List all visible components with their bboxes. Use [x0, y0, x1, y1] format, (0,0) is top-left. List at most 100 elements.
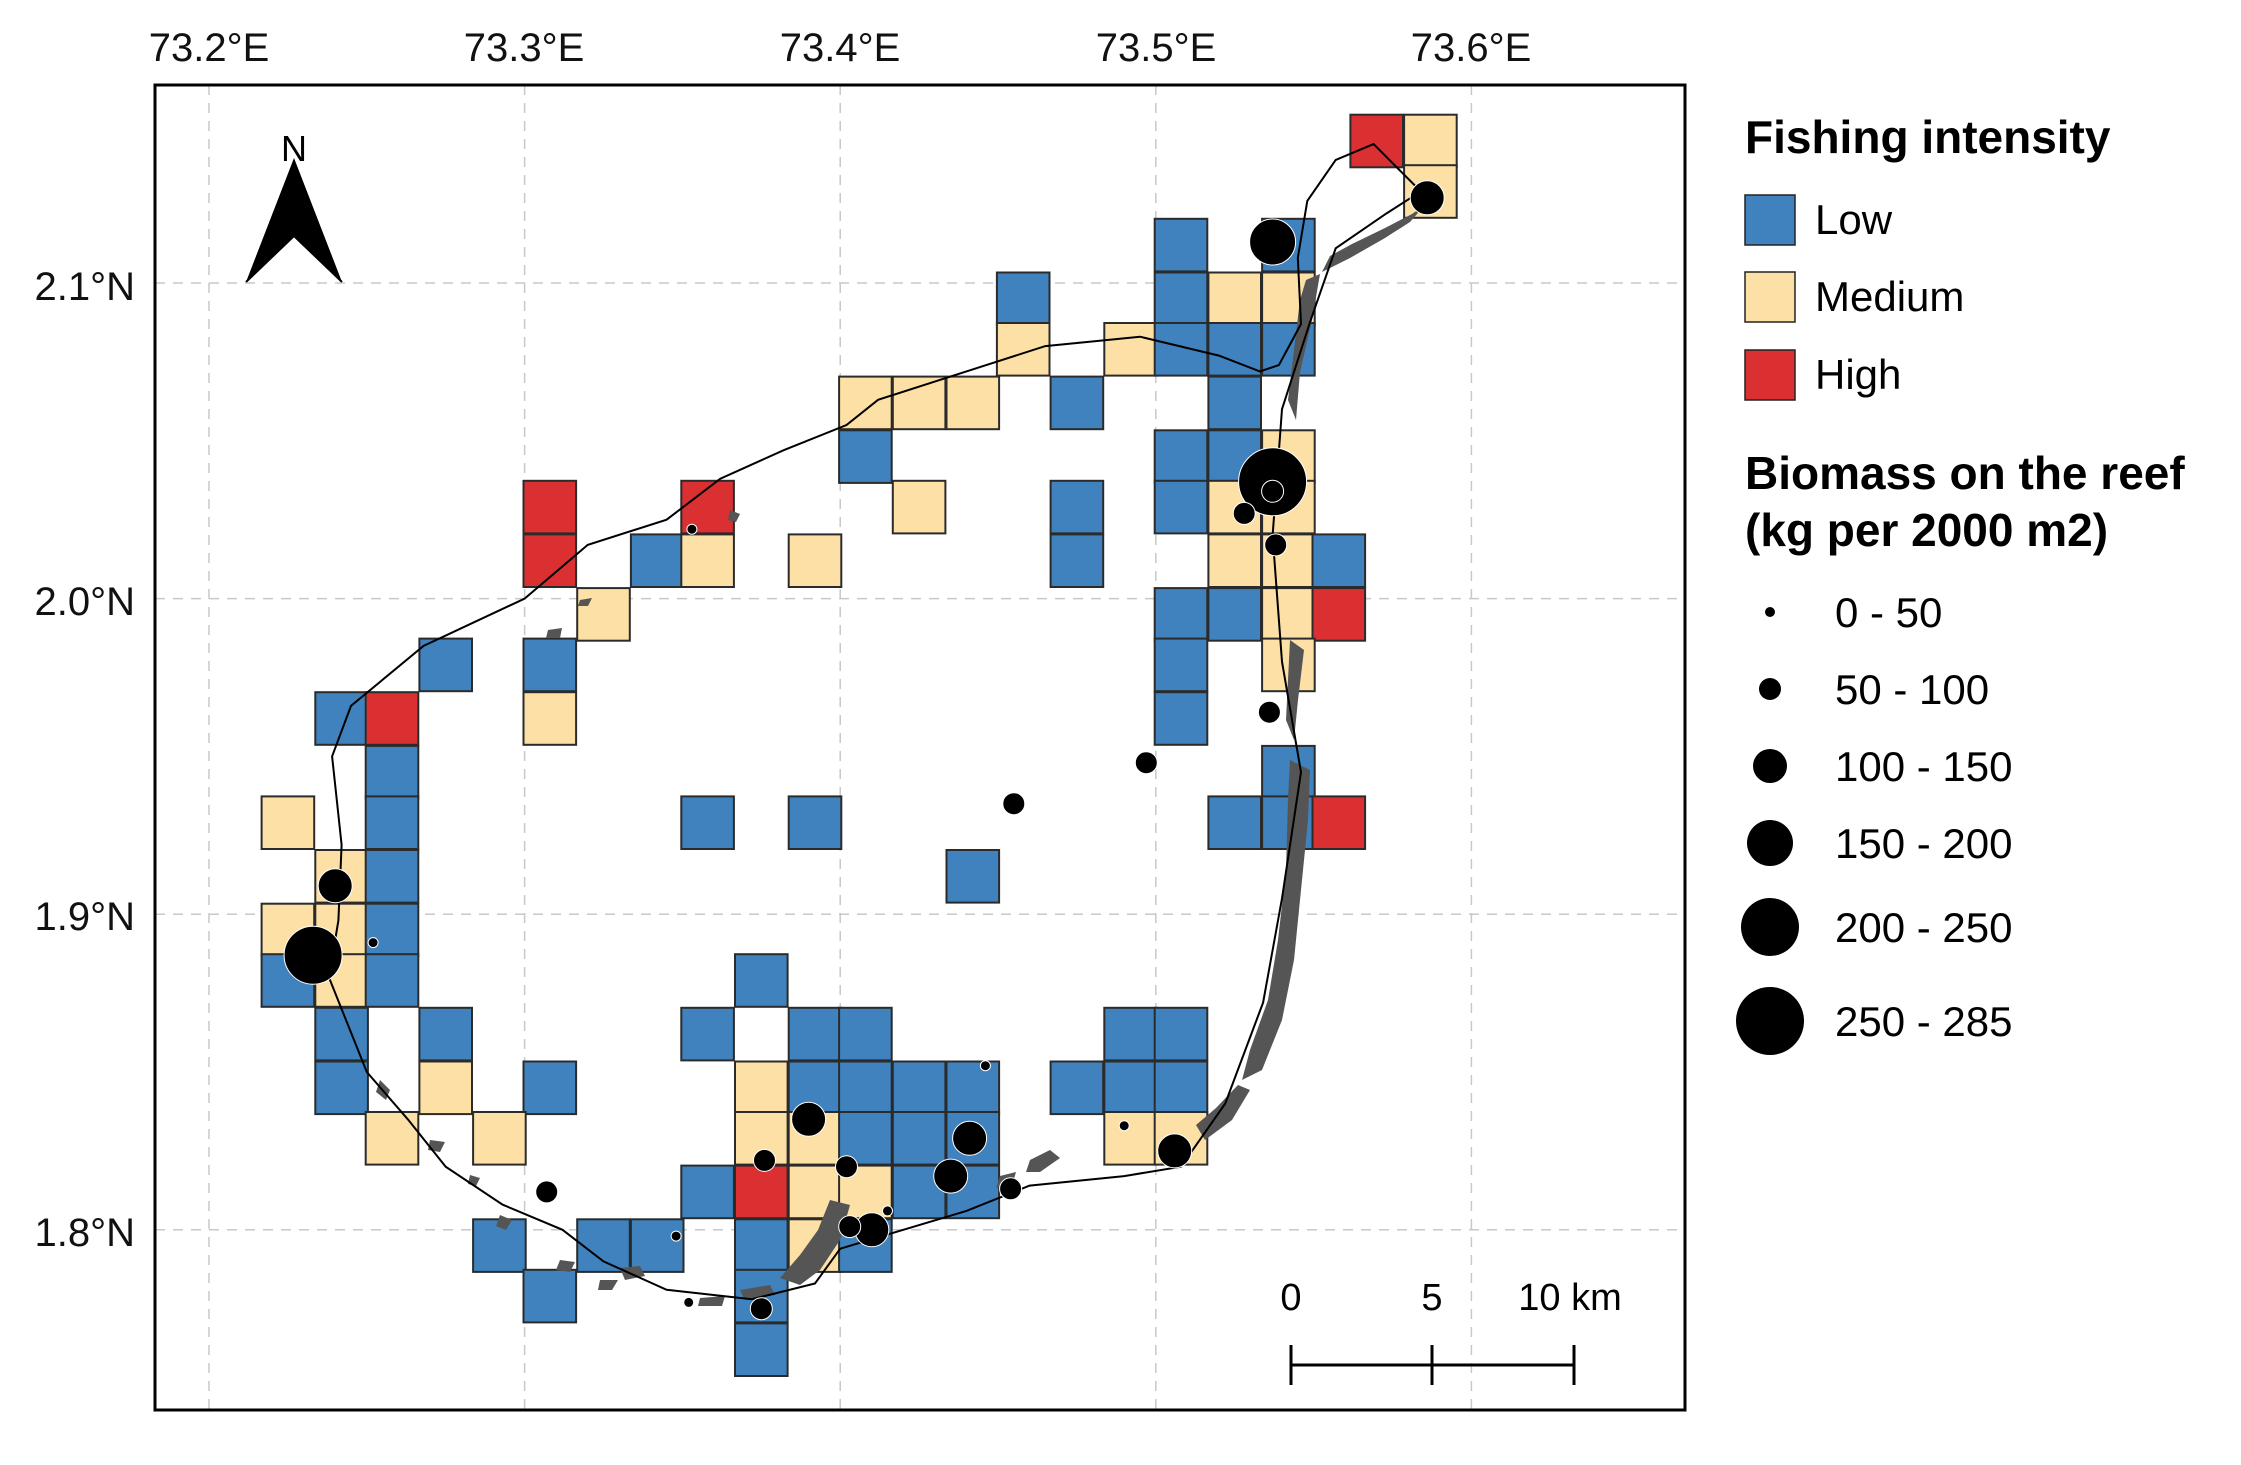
grid-cell-low: [1153, 691, 1209, 746]
grid-cell-medium: [891, 479, 947, 535]
grid-cell-medium: [734, 1060, 789, 1116]
x-tick-label: 73.6°E: [1411, 26, 1532, 70]
grid-cell-high: [522, 479, 578, 535]
grid-cell-medium: [260, 795, 316, 851]
biomass-point: [1134, 751, 1158, 775]
legend-swatch-high: [1744, 349, 1796, 401]
grid-cell-low: [734, 1322, 789, 1378]
legend-label-0-50: 0 - 50: [1835, 589, 1942, 636]
biomass-point: [749, 1297, 773, 1321]
grid-cell-low: [787, 795, 843, 851]
grid-cell-low: [314, 1060, 369, 1116]
biomass-point: [933, 1158, 969, 1194]
grid-cell-low: [418, 637, 473, 693]
biomass-point: [1249, 218, 1297, 266]
grid-cell-high: [1311, 795, 1367, 851]
grid-cell-low: [522, 1268, 578, 1324]
grid-cell-medium: [418, 1060, 473, 1116]
y-tick-label: 2.1°N: [35, 265, 136, 309]
grid-cell-low: [1153, 322, 1209, 377]
grid-cell-low: [576, 1218, 631, 1273]
grid-cell-low: [364, 795, 420, 851]
grid-cell-low: [1103, 1006, 1158, 1062]
legend-swatch-low: [1744, 194, 1796, 246]
grid-cell-low: [314, 691, 369, 746]
legend-swatch-medium: [1744, 271, 1796, 323]
grid-cell-low: [1153, 479, 1209, 535]
grid-cell-low: [838, 1060, 893, 1116]
grid-cell-low: [1207, 587, 1263, 642]
legend-circle-200-250: [1741, 898, 1799, 956]
grid-cell-low: [418, 1006, 473, 1062]
grid-cell-low: [1103, 1060, 1158, 1116]
island-shape: [496, 1215, 512, 1230]
biomass-point: [317, 868, 353, 904]
grid-cell-high: [364, 691, 420, 746]
island-shape: [728, 510, 740, 522]
biomass-point: [999, 1177, 1023, 1201]
grid-cell-medium: [1207, 271, 1263, 327]
grid-cell-medium: [576, 587, 631, 642]
scale-label-0: 0: [1280, 1277, 1301, 1319]
grid-cell-medium: [1207, 533, 1263, 589]
grid-cell-medium: [995, 322, 1051, 377]
legend-biomass: Biomass on the reef (kg per 2000 m2) 0 -…: [1736, 447, 2185, 1055]
biomass-point: [686, 523, 698, 535]
grid-cell-medium: [1261, 587, 1316, 642]
grid-cell-low: [1049, 533, 1105, 589]
biomass-point: [753, 1148, 776, 1172]
grid-cell-medium: [472, 1111, 527, 1166]
y-tick-label: 2.0°N: [35, 580, 136, 624]
legend-label-low: Low: [1815, 196, 1893, 243]
legend-label-50-100: 50 - 100: [1835, 666, 1989, 713]
biomass-point: [283, 925, 343, 985]
grid-cell-low: [838, 429, 893, 484]
grid-cell-low: [1311, 533, 1367, 589]
biomass-point: [1264, 533, 1288, 557]
y-tick-label: 1.8°N: [35, 1211, 136, 1255]
biomass-point: [367, 937, 379, 949]
island-shape: [1026, 1150, 1060, 1172]
legend-label-medium: Medium: [1815, 273, 1964, 320]
island-shape: [556, 1260, 575, 1272]
grid-cell-medium: [364, 1111, 420, 1166]
grid-cell-medium: [680, 533, 735, 589]
grid-cell-low: [1049, 1060, 1105, 1116]
biomass-point: [1232, 501, 1256, 525]
biomass-point: [1157, 1133, 1193, 1169]
grid-cell-medium: [945, 375, 1001, 431]
grid-cell-low: [680, 1164, 735, 1220]
island-shape: [1288, 274, 1320, 420]
biomass-point: [1002, 792, 1026, 816]
legend-circle-250-285: [1736, 987, 1804, 1055]
grid-cell-low: [945, 849, 1001, 904]
grid-cell-low: [891, 1060, 947, 1116]
x-tick-label: 73.4°E: [780, 26, 901, 70]
scale-bar: 0 5 10 km: [1280, 1277, 1622, 1385]
grid-cell-low: [472, 1218, 527, 1273]
grid-cell-low: [838, 1006, 893, 1062]
biomass-point: [683, 1296, 695, 1308]
legend-label-100-150: 100 - 150: [1835, 743, 2012, 790]
grid-cell-low: [1207, 795, 1263, 851]
grid-cell-low: [1153, 1060, 1209, 1116]
grid-cell-low: [995, 271, 1051, 327]
grid-cell-low: [364, 902, 420, 958]
y-tick-label: 1.9°N: [35, 895, 136, 939]
grid-cell-low: [1207, 322, 1263, 377]
grid-cell-low: [1049, 479, 1105, 535]
grid-cell-low: [734, 1218, 789, 1273]
island-shape: [546, 628, 562, 638]
legend-circle-0-50: [1765, 607, 1775, 617]
map-frame: [153, 83, 1687, 1412]
biomass-point: [535, 1180, 559, 1204]
grid-cell-medium: [838, 375, 893, 431]
legend-title-fishing: Fishing intensity: [1745, 111, 2111, 163]
grid-cell-low: [522, 1060, 578, 1116]
atoll-outline: [327, 142, 1423, 1301]
legend-label-high: High: [1815, 351, 1901, 398]
biomass-point: [670, 1230, 682, 1242]
biomass-point: [1261, 479, 1285, 503]
biomass-point: [1257, 700, 1281, 724]
